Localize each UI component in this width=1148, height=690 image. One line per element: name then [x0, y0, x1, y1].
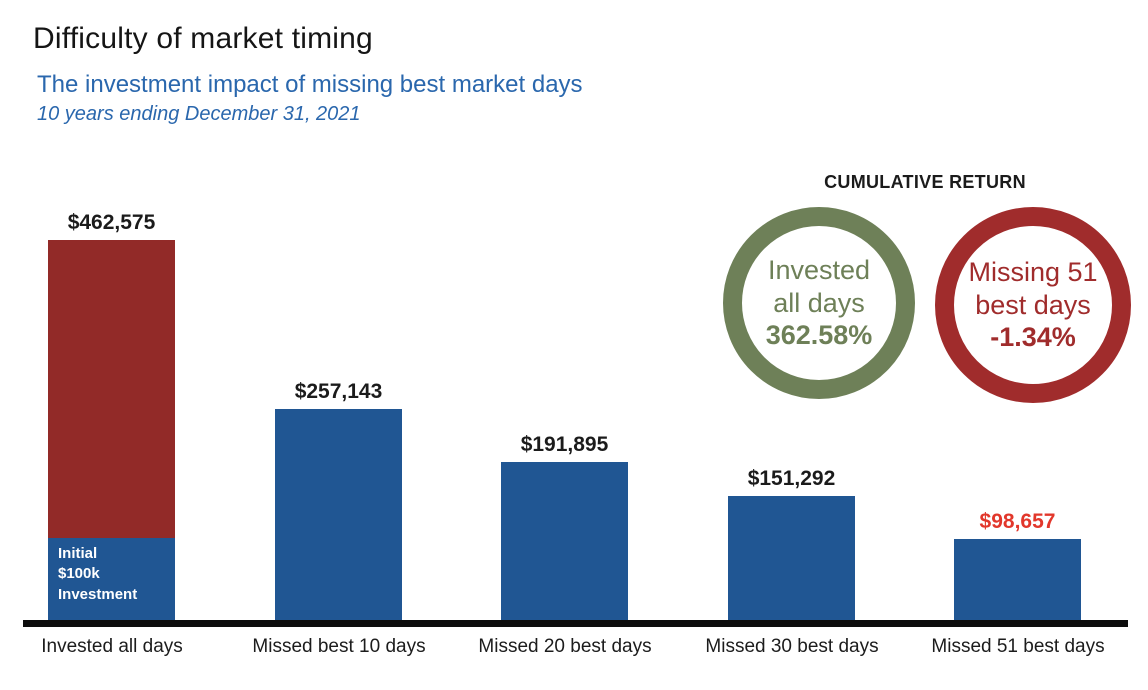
page-subtitle: The investment impact of missing best ma… — [37, 71, 583, 98]
x-axis-label-missed-51-best-days: Missed 51 best days — [931, 636, 1105, 657]
circle-line2: all days — [773, 287, 865, 318]
initial-investment-line: Initial — [58, 545, 98, 562]
bar-missed-20-best-days: $191,895 — [501, 433, 628, 620]
bar-value-label: $191,895 — [520, 433, 609, 456]
circle-value: -1.34% — [990, 322, 1076, 353]
period-caption: 10 years ending December 31, 2021 — [37, 103, 361, 125]
x-axis-label-missed-best-10-days: Missed best 10 days — [252, 636, 426, 657]
bar-invested-all-days: $462,575 Initial $100k Investment — [48, 211, 175, 620]
cumulative-return-circle-invested: Invested all days 362.58% — [723, 207, 915, 399]
initial-investment-line: $100k — [58, 565, 100, 583]
circle-line1: Missing 51 — [968, 257, 1098, 288]
circle-line1: Invested — [767, 255, 871, 286]
circle-line2: best days — [975, 289, 1091, 320]
bar-value-label: $257,143 — [294, 380, 383, 403]
x-axis-label-missed-20-best-days: Missed 20 best days — [478, 636, 652, 657]
x-axis-line — [23, 620, 1128, 627]
x-axis-label-missed-30-best-days: Missed 30 best days — [705, 636, 879, 657]
cumulative-return-circle-missing: Missing 51 best days -1.34% — [935, 207, 1131, 403]
bar-missed-best-10-days: $257,143 — [275, 380, 402, 620]
x-axis-label-invested-all-days: Invested all days — [41, 636, 183, 657]
circle-value: 362.58% — [765, 320, 873, 351]
bar-value-label: $462,575 — [67, 211, 156, 234]
initial-investment-line: Investment — [58, 585, 138, 603]
cumulative-return-heading: CUMULATIVE RETURN — [824, 172, 1026, 192]
bar-missed-30-best-days: $151,292 — [728, 467, 855, 620]
bar-missed-51-best-days: $98,657 — [954, 510, 1081, 620]
bar-value-label: $98,657 — [979, 510, 1056, 533]
initial-investment-segment: Initial $100k Investment — [48, 538, 175, 620]
bar-value-label: $151,292 — [747, 467, 836, 490]
page-title: Difficulty of market timing — [33, 22, 373, 55]
